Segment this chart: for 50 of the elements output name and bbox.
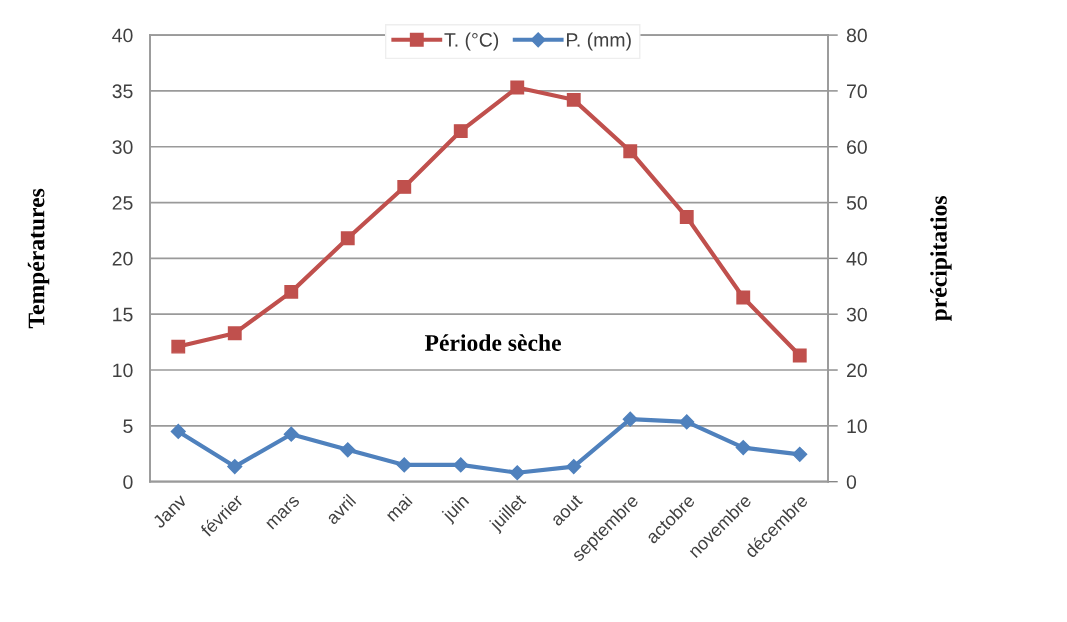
y-tick-label: 20: [112, 251, 133, 266]
point: [679, 210, 694, 225]
y-tick-label: 0: [123, 475, 133, 489]
y-tick-label: 25: [112, 196, 133, 210]
point: [283, 426, 299, 442]
point: [227, 326, 242, 341]
y2-tick-label: 10: [847, 419, 867, 434]
point: [679, 414, 695, 430]
point: [566, 459, 582, 475]
point: [340, 442, 356, 458]
point: [397, 179, 412, 194]
point: [792, 446, 808, 462]
y-tick-label: 5: [123, 419, 133, 434]
point: [566, 92, 581, 107]
point: [453, 124, 468, 139]
point: [735, 440, 751, 456]
y2-tick-label: 60: [847, 140, 867, 154]
y2-tick-label: 50: [846, 196, 867, 210]
point: [622, 411, 638, 427]
point: [509, 465, 525, 481]
y2-axis-title: précipitatios: [930, 196, 952, 322]
y2-tick-label: 30: [846, 307, 867, 322]
point: [340, 231, 355, 246]
point: [736, 290, 751, 305]
y-axis-title: Températures: [27, 188, 50, 329]
point: [170, 423, 186, 440]
point: [792, 348, 807, 363]
point: [453, 457, 469, 473]
point: [623, 144, 638, 159]
point: [171, 339, 186, 354]
point: [227, 459, 243, 475]
y2-tick-label: 20: [847, 363, 867, 378]
y-tick-label: 15: [113, 307, 133, 322]
y-tick-label: 30: [112, 140, 133, 154]
legend-label: P. (mm): [567, 32, 631, 51]
x-tick-label: juin: [440, 493, 472, 525]
y2-tick-label: 40: [846, 251, 867, 266]
y-tick-label: 35: [112, 84, 133, 99]
y-tick-label: 40: [112, 28, 133, 43]
annotation: Période sèche: [424, 334, 561, 351]
y-tick-label: 10: [113, 363, 133, 378]
y2-tick-label: 70: [847, 84, 867, 99]
legend-label: T. (°C): [444, 32, 499, 51]
x-tick-label: mai: [384, 493, 413, 522]
point: [510, 80, 525, 95]
y2-tick-label: 0: [846, 475, 857, 489]
point: [396, 457, 412, 473]
point: [284, 284, 299, 299]
x-tick-label: avril: [324, 493, 357, 526]
y2-tick-label: 80: [846, 28, 867, 43]
